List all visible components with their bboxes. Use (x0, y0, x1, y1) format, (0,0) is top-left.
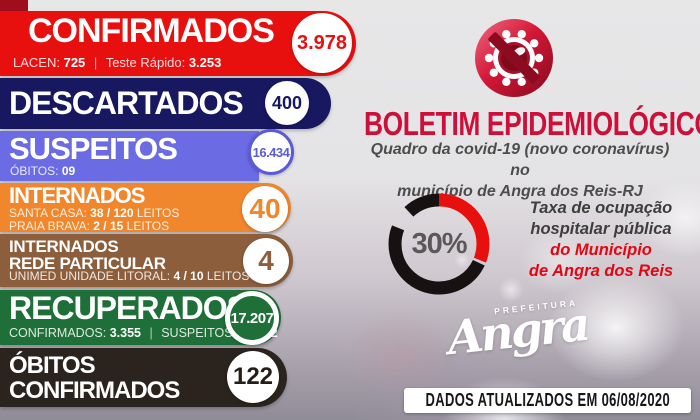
stat-bar-descartados: DESCARTADOS 400 (0, 78, 331, 129)
prefeitura-angra-logo: PREFEITURA Angra (428, 295, 608, 367)
sub-value: 4 / 10 (173, 269, 204, 283)
occupancy-caption-line3: do Município (550, 241, 652, 260)
stat-badge-internados: 40 (242, 186, 288, 232)
sub-suffix: LEITOS (126, 218, 170, 233)
stat-badge-confirmados: 3.978 (292, 13, 352, 73)
badge-value: 16.434 (252, 144, 290, 160)
stat-badge-recuperados: 17.207 (225, 291, 279, 345)
sub-value: 3.253 (188, 55, 222, 70)
stat-badge-obitos: 122 (227, 351, 279, 403)
stat-title-internados-particular: INTERNADOS (9, 237, 119, 256)
donut-percent-label: 30% (411, 227, 467, 260)
badge-value: 17.207 (230, 309, 274, 327)
no-virus-icon (470, 14, 558, 102)
stat-title2-obitos: CONFIRMADOS (9, 377, 180, 404)
occupancy-caption-line1: Taxa de ocupação (529, 199, 673, 217)
stat-bar-recuperados: RECUPERADOS CONFIRMADOS: 3.355 | SUSPEIT… (0, 290, 281, 345)
sub-label: SANTA CASA: (9, 206, 87, 220)
badge-value: 40 (249, 193, 281, 224)
stat-badge-suspeitos: 16.434 (248, 129, 294, 175)
sub-suffix: LEITOS (136, 206, 180, 220)
sub-value: 38 / 120 (90, 206, 134, 220)
stat-title-internados: INTERNADOS (9, 183, 145, 208)
sub-value: 09 (61, 164, 76, 178)
occupancy-caption-line4: de Angra dos Reis (528, 262, 674, 281)
sub-label: PRAIA BRAVA: (9, 218, 90, 233)
stat-sub-internados: SANTA CASA: 38 / 120 LEITOS PRAIA BRAVA:… (9, 207, 179, 232)
bulletin-subtitle-line1: Quadro da covid-19 (novo coronavírus) no (370, 141, 670, 180)
sub-suffix: LEITOS (206, 269, 250, 283)
stat-bar-confirmados: CONFIRMADOS LACEN: 725 | Teste Rápido: 3… (0, 11, 356, 76)
stat-title-obitos: ÓBITOS (9, 352, 96, 379)
sub-separator: | (149, 326, 153, 340)
updated-date-banner: DADOS ATUALIZADOS EM 06/08/2020 (404, 388, 691, 413)
donut-svg (388, 193, 490, 295)
occupancy-caption: Taxa de ocupação hospitalar pública do M… (502, 198, 700, 282)
bulletin-subtitle-line2: município de Angra dos Reis-RJ (397, 183, 643, 201)
stat-title-recuperados: RECUPERADOS (9, 290, 248, 326)
bulletin-subtitle: Quadro da covid-19 (novo coronavírus) no… (360, 139, 680, 202)
sub-value: 2 / 15 (93, 218, 124, 233)
no-virus-icon-svg (475, 19, 553, 97)
stat-title-confirmados: CONFIRMADOS (28, 12, 275, 50)
sub-line: SANTA CASA: 38 / 120 LEITOS (9, 207, 179, 220)
stat-title2-internados-particular: REDE PARTICULAR (9, 254, 166, 273)
stat-sub-confirmados: LACEN: 725 | Teste Rápido: 3.253 (13, 55, 221, 70)
stat-bar-obitos-confirmados: ÓBITOS CONFIRMADOS 122 (0, 348, 287, 407)
sub-label: UNIMED UNIDADE LITORAL: (9, 269, 171, 283)
occupancy-donut-chart: 30% (386, 191, 492, 297)
badge-value: 4 (258, 245, 274, 276)
sub-label: LACEN: (13, 55, 60, 70)
sub-value: 3.355 (109, 326, 141, 340)
donut-segment-free-b (388, 193, 490, 295)
sub-line: PRAIA BRAVA: 2 / 15 LEITOS (9, 218, 179, 233)
donut-segment-free-a (388, 193, 490, 295)
stat-sub-suspeitos: ÓBITOS: 09 (10, 164, 75, 178)
bulletin-title: BOLETIM EPIDEMIOLÓGICO (364, 105, 700, 142)
stat-bar-suspeitos: SUSPEITOS ÓBITOS: 09 16.434 (0, 129, 294, 181)
occupancy-caption-line2: hospitalar pública (530, 220, 672, 239)
stat-badge-descartados: 400 (265, 81, 309, 125)
sub-label: SUSPEITOS: (161, 326, 237, 340)
sub-label: CONFIRMADOS: (9, 326, 107, 340)
stat-badge-internados-particular: 4 (243, 238, 289, 284)
stat-title-suspeitos: SUSPEITOS (9, 131, 178, 166)
stat-bar-internados-rede-particular: INTERNADOS REDE PARTICULAR UNIMED UNIDAD… (0, 234, 293, 287)
updated-date-text: DADOS ATUALIZADOS EM 06/08/2020 (425, 390, 670, 410)
logo-angra-text: Angra (444, 296, 591, 366)
badge-value: 400 (271, 93, 303, 113)
top-accent-strip (0, 0, 28, 11)
badge-value: 122 (232, 363, 274, 390)
sub-value: 725 (63, 55, 86, 70)
sub-label: Teste Rápido: (105, 55, 186, 70)
stat-title-descartados: DESCARTADOS (9, 85, 244, 121)
stat-sub-internados-particular: UNIMED UNIDADE LITORAL: 4 / 10 LEITOS (9, 269, 249, 283)
sub-label: ÓBITOS: (10, 164, 59, 178)
sub-separator: | (93, 55, 98, 70)
stat-bar-internados: INTERNADOS SANTA CASA: 38 / 120 LEITOS P… (0, 183, 291, 232)
badge-value: 3.978 (296, 32, 348, 54)
